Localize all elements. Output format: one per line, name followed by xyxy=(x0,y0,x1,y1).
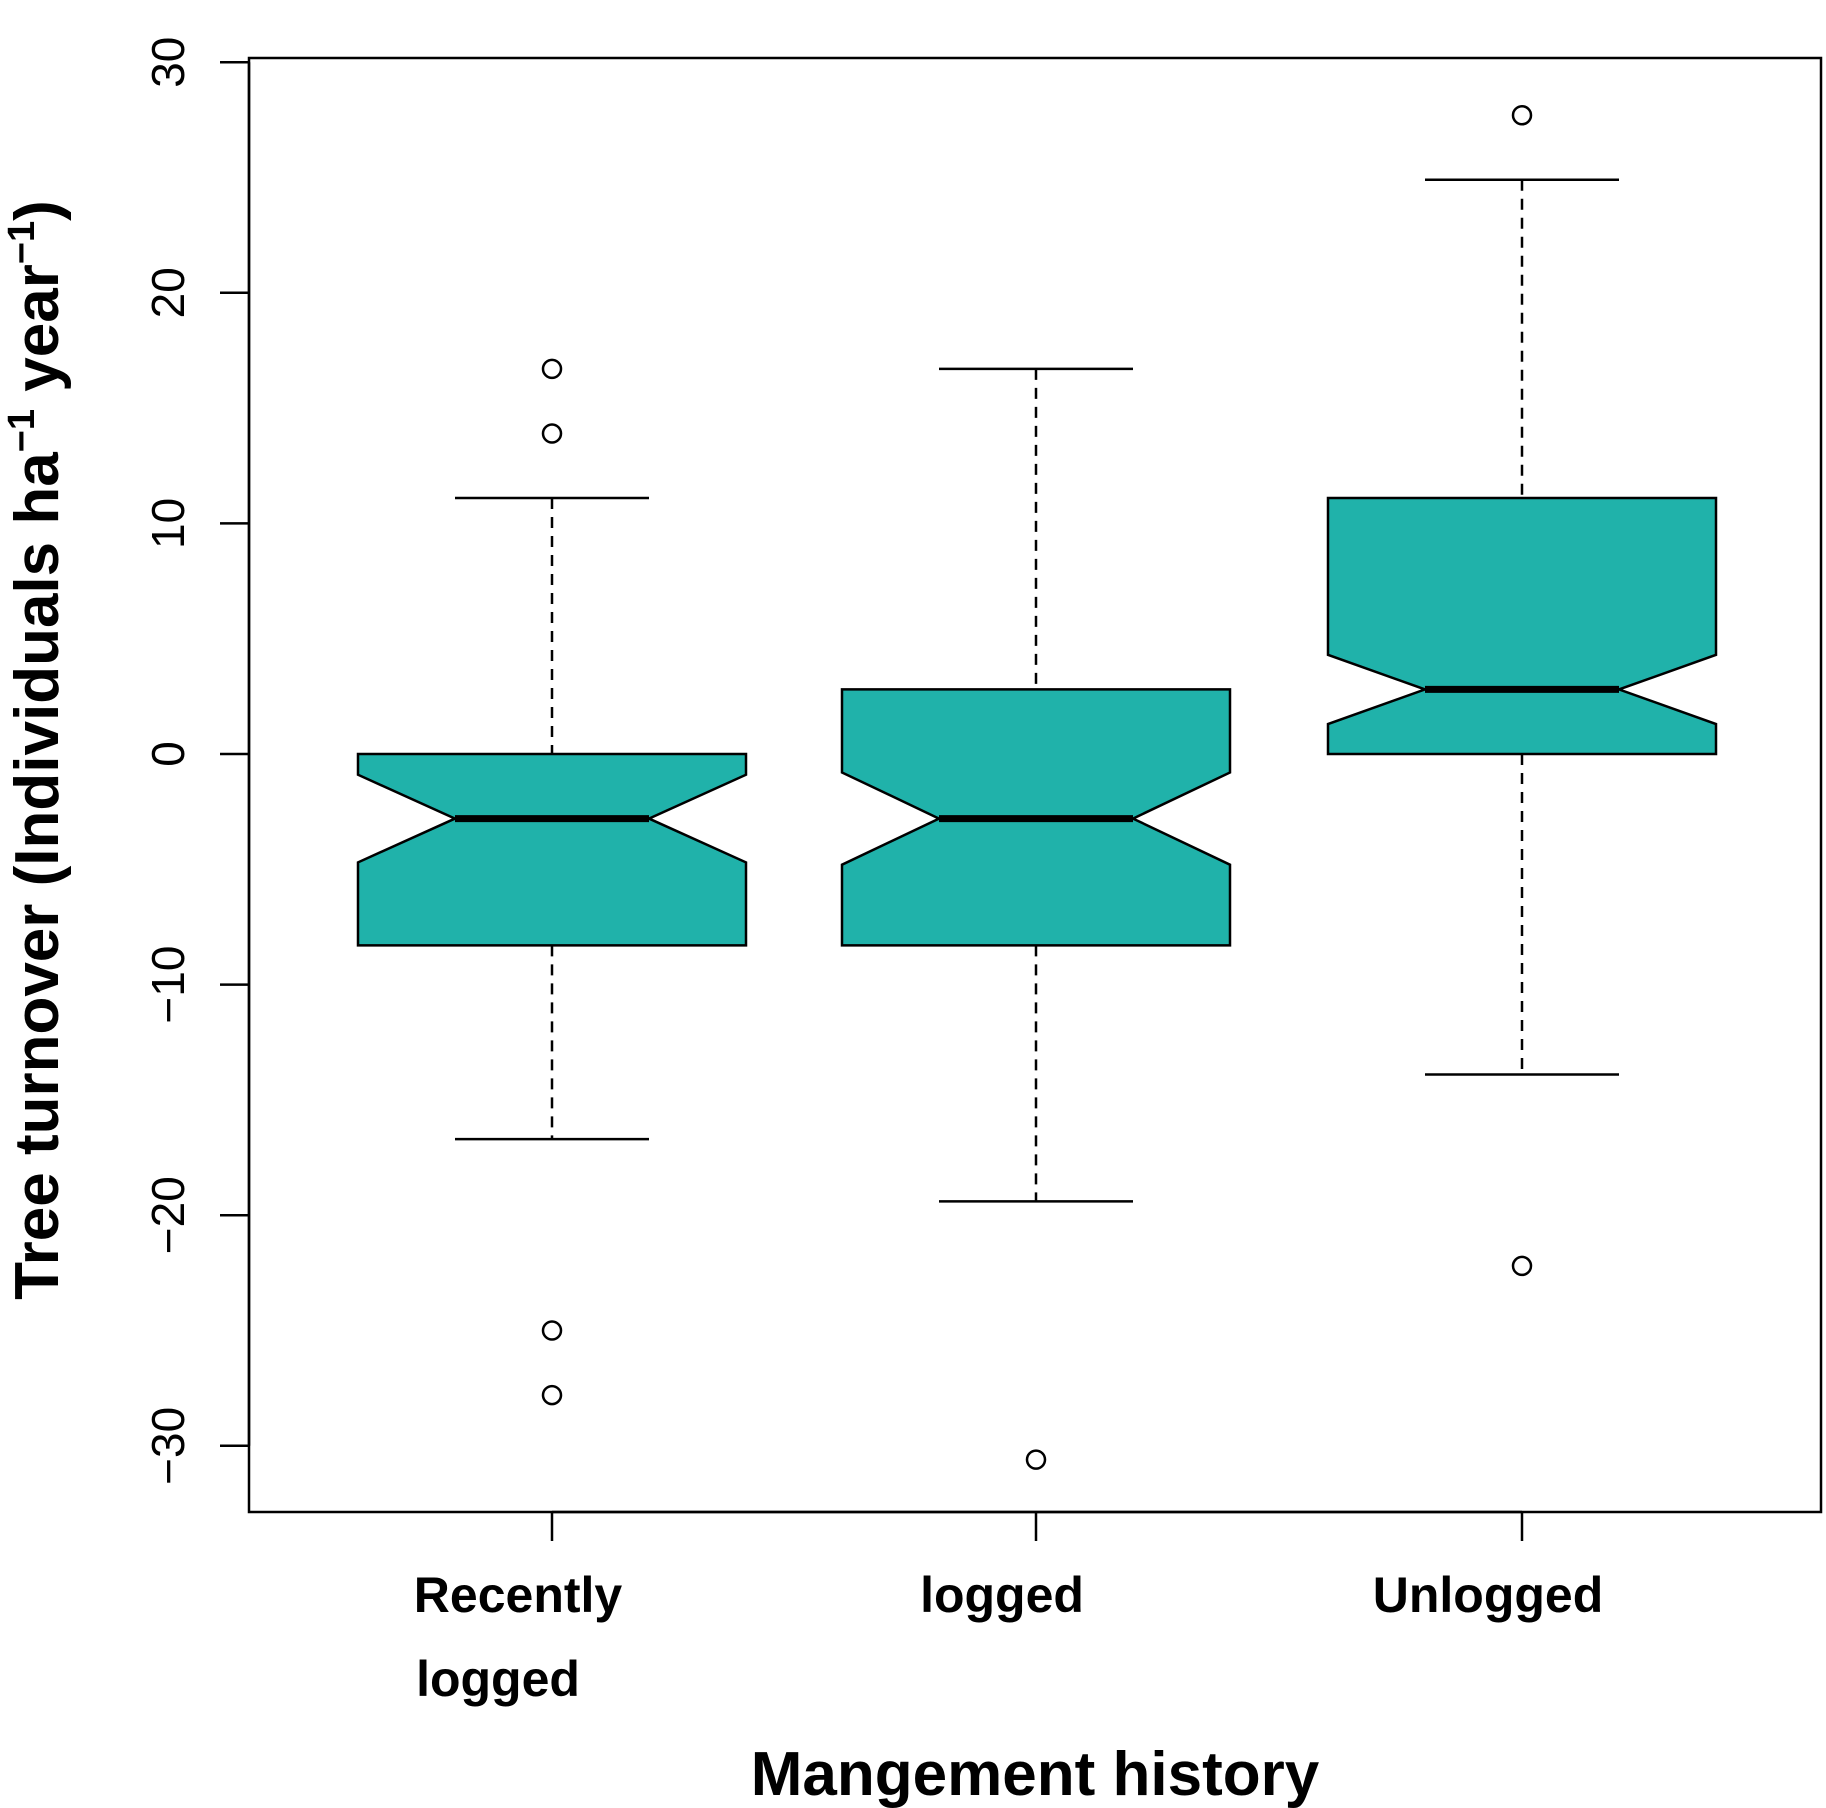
outlier-point xyxy=(541,358,563,380)
outlier-point xyxy=(1511,104,1533,126)
box-group xyxy=(1326,104,1718,1277)
x-tick-label-line: logged xyxy=(416,1651,580,1707)
notched-box xyxy=(1326,496,1718,756)
y-tick-label: 0 xyxy=(142,741,194,767)
box-group xyxy=(356,358,748,1406)
y-axis-title-main: Tree turnover (Individuals ha xyxy=(3,452,72,1300)
y-tick-label: 30 xyxy=(142,37,194,88)
y-axis-title-mid: year xyxy=(3,264,72,409)
outlier-point xyxy=(541,1320,563,1341)
x-tick-label-line: logged xyxy=(920,1567,1084,1623)
x-tick-label: logged xyxy=(920,1567,1084,1623)
outlier-point xyxy=(541,1384,563,1406)
x-tick-label-line: Unlogged xyxy=(1373,1567,1604,1623)
y-axis: 30 20 10 0 −10 −20 −30 xyxy=(142,37,251,1485)
y-axis-title: Tree turnover (Individuals ha−1 year−1) xyxy=(1,200,72,1300)
y-axis-title-sup1: −1 xyxy=(1,409,43,452)
outlier-point xyxy=(1511,1255,1533,1277)
y-tick-label: 20 xyxy=(142,267,194,318)
y-tick-label: 10 xyxy=(142,498,194,549)
y-tick-label: −20 xyxy=(142,1176,194,1254)
boxes xyxy=(356,104,1718,1470)
y-axis-title-sup2: −1 xyxy=(1,221,43,264)
y-tick-label: −30 xyxy=(142,1407,194,1485)
x-axis-title: Mangement history xyxy=(751,1740,1320,1808)
x-tick-label-line: Recently xyxy=(414,1567,623,1623)
y-tick-label: −10 xyxy=(142,946,194,1024)
outlier-point xyxy=(1025,1449,1047,1470)
notched-box xyxy=(356,752,748,947)
y-axis-title-end: ) xyxy=(3,200,72,221)
box-group xyxy=(840,367,1232,1470)
x-axis: Recently logged logged Unlogged xyxy=(414,1510,1604,1707)
x-tick-label: Unlogged xyxy=(1373,1567,1604,1623)
x-tick-label: Recently logged xyxy=(414,1567,623,1707)
outlier-point xyxy=(541,423,563,444)
